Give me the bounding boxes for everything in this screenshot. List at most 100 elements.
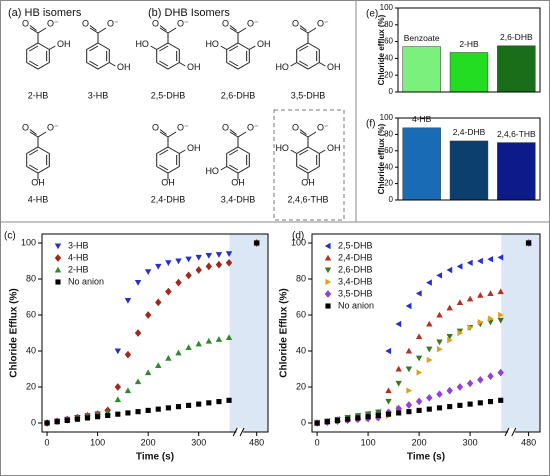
marker	[185, 256, 192, 263]
marker	[415, 397, 423, 406]
marker	[375, 412, 381, 418]
marker	[334, 417, 341, 424]
marker	[396, 410, 402, 416]
marker	[436, 311, 443, 318]
marker	[144, 269, 152, 275]
atom-label: O⁻	[247, 122, 259, 132]
bond	[229, 131, 239, 138]
bar-label: 2,4,6-THB	[497, 129, 536, 139]
marker	[436, 346, 443, 353]
panel-label: (e)	[366, 9, 378, 20]
bond	[159, 25, 167, 31]
bar-label: 2,4-DHB	[453, 127, 486, 137]
marker	[415, 290, 422, 297]
panel-label: (d)	[292, 231, 304, 242]
bond	[249, 45, 256, 50]
legend-label: 3,4-DHB	[338, 276, 373, 286]
marker	[406, 387, 413, 394]
legend-label: 4-HB	[68, 252, 89, 262]
bond	[299, 27, 309, 34]
y-tick-label: 20	[26, 381, 36, 391]
marker	[426, 279, 432, 286]
marker	[125, 410, 131, 416]
axis-break-gap	[508, 428, 515, 436]
atom-label: O	[152, 18, 159, 28]
y-tick-label: 100	[380, 3, 394, 12]
marker	[497, 254, 504, 261]
bond	[29, 27, 39, 34]
x-tick-label: 300	[463, 437, 478, 447]
panel-title: (b) DHB Isomers	[148, 7, 230, 19]
molecule-name: 3-HB	[88, 90, 109, 100]
bond	[299, 129, 307, 135]
marker	[456, 263, 463, 270]
marker	[416, 407, 422, 413]
atom-label: O⁻	[317, 18, 329, 28]
bond	[37, 27, 47, 34]
marker	[426, 346, 433, 353]
marker	[225, 334, 233, 341]
marker	[165, 405, 171, 411]
marker	[447, 404, 453, 410]
marker	[134, 378, 142, 385]
molecule-name: 2,5-DHB	[151, 90, 186, 100]
bond	[167, 131, 177, 138]
y-axis-label: Chloride Efflux (%)	[279, 288, 290, 377]
marker	[436, 339, 443, 346]
y-tick-label: 60	[26, 309, 36, 319]
atom-label: OH	[187, 62, 201, 72]
y-tick-label: 80	[384, 20, 393, 29]
marker	[415, 333, 423, 340]
bar	[449, 52, 489, 93]
bond	[159, 27, 169, 34]
marker	[175, 258, 182, 265]
marker	[225, 251, 233, 257]
marker	[144, 369, 152, 376]
bond	[220, 45, 227, 50]
marker	[477, 292, 484, 298]
bond	[159, 129, 167, 135]
panel-label: (c)	[4, 231, 16, 242]
marker	[195, 254, 202, 261]
bond	[237, 27, 247, 34]
ring-bond	[299, 60, 309, 67]
bar-label: Benzoate	[404, 33, 440, 43]
marker	[456, 383, 464, 391]
marker	[324, 242, 331, 250]
marker	[175, 404, 182, 410]
marker	[456, 299, 464, 305]
marker	[426, 406, 432, 412]
marker	[165, 287, 172, 296]
ring-bond	[29, 60, 39, 67]
marker	[395, 320, 402, 328]
marker	[114, 396, 122, 403]
ring	[26, 42, 50, 70]
plot-frame	[397, 117, 541, 201]
shaded-region	[501, 234, 540, 432]
marker	[205, 337, 213, 344]
atom-label: O	[22, 122, 29, 132]
atom-label: OH	[31, 177, 45, 187]
marker	[345, 416, 351, 422]
marker	[185, 271, 192, 280]
atom-label: HO	[275, 143, 289, 153]
ring-bond	[159, 60, 169, 67]
bond	[29, 25, 37, 31]
y-tick-label: 80	[26, 273, 36, 283]
atom-label: O⁻	[177, 122, 189, 132]
bond	[109, 62, 116, 67]
atom-label: O	[152, 122, 159, 132]
atom-label: OH	[187, 143, 201, 153]
legend-label: 2,5-DHB	[338, 240, 373, 250]
marker	[325, 278, 332, 286]
bond	[237, 131, 247, 138]
atom-label: OH	[161, 177, 175, 187]
x-tick-label: 100	[90, 437, 105, 447]
marker	[487, 315, 494, 322]
bond	[29, 129, 37, 135]
marker	[175, 278, 182, 287]
ring-bond	[89, 60, 99, 67]
ring	[226, 146, 250, 174]
panel-label: (f)	[366, 119, 375, 130]
marker	[457, 402, 463, 408]
